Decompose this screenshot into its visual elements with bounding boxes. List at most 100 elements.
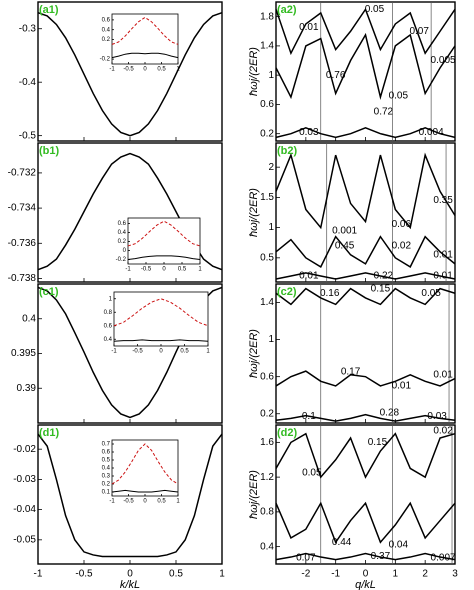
y-tick-label: -0.2 bbox=[116, 257, 127, 263]
panel-label: (b2) bbox=[277, 145, 298, 157]
y-tick-label: 1.2 bbox=[260, 472, 274, 483]
y-tick-label: 0.2 bbox=[260, 128, 274, 139]
x-tick-label: 0.5 bbox=[178, 267, 187, 273]
annotation: 0.01 bbox=[433, 271, 453, 282]
y-tick-label: 1 bbox=[109, 296, 113, 302]
annotation: 0.07 bbox=[296, 553, 316, 564]
annotation: 0.05 bbox=[365, 4, 385, 15]
x-tick-label: -1 bbox=[111, 349, 117, 355]
y-tick-label: -0.4 bbox=[19, 77, 37, 88]
y-tick-label: 0.4 bbox=[102, 466, 111, 472]
y-tick-label: -0.03 bbox=[13, 474, 36, 485]
x-tick-label: -0.5 bbox=[75, 569, 93, 580]
annotation: 0.07 bbox=[409, 26, 429, 37]
x-tick-label: 1 bbox=[393, 569, 399, 580]
panel-label: (a1) bbox=[39, 4, 59, 16]
y-tick-label: 0.2 bbox=[260, 408, 274, 419]
panel-label: (c2) bbox=[277, 286, 297, 298]
y-tick-label: 0.7 bbox=[102, 442, 111, 448]
annotation: 0.01 bbox=[299, 271, 319, 282]
y-tick-label: 0.4 bbox=[22, 313, 36, 324]
x-tick-label: -1 bbox=[109, 67, 115, 73]
annotation: 0.04 bbox=[389, 540, 409, 551]
x-tick-label: 0.5 bbox=[157, 67, 166, 73]
y-tick-label: 0.4 bbox=[104, 337, 113, 343]
curve bbox=[275, 272, 456, 280]
curve bbox=[275, 287, 456, 306]
y-tick-label: 0.2 bbox=[102, 37, 111, 43]
y-tick-label: 1 bbox=[268, 222, 274, 233]
y-tick-label: 0.6 bbox=[104, 323, 113, 329]
annotation: 0.05 bbox=[302, 467, 322, 478]
curve bbox=[275, 7, 456, 56]
y-tick-label: 0.5 bbox=[102, 458, 111, 464]
x-tick-label: 0 bbox=[363, 569, 369, 580]
annotation: 0.01 bbox=[392, 381, 412, 392]
y-tick-label: 0.6 bbox=[260, 99, 274, 110]
curve bbox=[275, 32, 456, 101]
annotation: 0.44 bbox=[332, 537, 352, 548]
curve bbox=[275, 152, 456, 230]
y-tick-label: -0.3 bbox=[19, 23, 37, 34]
annotation: 0.004 bbox=[419, 127, 444, 138]
curve bbox=[113, 298, 209, 327]
y-tick-label: 0.6 bbox=[102, 17, 111, 23]
x-tick-label: 0.5 bbox=[157, 499, 166, 505]
annotation: 0.05 bbox=[389, 90, 409, 101]
annotation: 0.06 bbox=[392, 219, 412, 230]
curve bbox=[37, 433, 223, 558]
x-tick-label: -0.5 bbox=[123, 499, 134, 505]
annotation: 0.15 bbox=[368, 437, 388, 448]
frame bbox=[275, 424, 456, 565]
y-tick-label: 2 bbox=[268, 162, 274, 173]
x-tick-label: 1 bbox=[206, 349, 210, 355]
annotation: 0.02 bbox=[433, 426, 453, 437]
y-tick-label: -0.732 bbox=[8, 168, 37, 179]
x-tick-label: -2 bbox=[301, 569, 310, 580]
x-tick-label: 0 bbox=[159, 349, 163, 355]
y-tick-label: 0 bbox=[123, 248, 127, 254]
y-tick-label: 0.6 bbox=[102, 450, 111, 456]
annotation: 0.45 bbox=[335, 240, 355, 251]
x-tick-label: 2 bbox=[422, 569, 428, 580]
annotation: 0.37 bbox=[371, 551, 391, 562]
y-tick-label: 0.39 bbox=[17, 383, 37, 394]
annotation: 0.28 bbox=[380, 407, 400, 418]
y-tick-label: -0.736 bbox=[8, 238, 37, 249]
annotation: 0.001 bbox=[332, 225, 357, 236]
y-tick-label: 0.2 bbox=[102, 482, 111, 488]
y-tick-label: 1 bbox=[268, 70, 274, 81]
curve bbox=[111, 489, 179, 493]
y-tick-label: -0.734 bbox=[8, 203, 37, 214]
annotation: 0.01 bbox=[299, 22, 319, 33]
x-tick-label: 0.5 bbox=[169, 569, 183, 580]
y-tick-label: 0.6 bbox=[260, 371, 274, 382]
annotation: 0.005 bbox=[431, 55, 456, 66]
annotation: 0.1 bbox=[302, 411, 316, 422]
y-tick-label: 0.4 bbox=[260, 541, 274, 552]
y-tick-label: -0.02 bbox=[13, 444, 36, 455]
y-tick-label: 1.4 bbox=[260, 297, 274, 308]
y-tick-label: -0.04 bbox=[13, 504, 36, 515]
frame bbox=[275, 283, 456, 424]
annotation: 0.17 bbox=[341, 367, 361, 378]
y-tick-label: 0.5 bbox=[260, 252, 274, 263]
y-tick-label: 0.8 bbox=[104, 310, 113, 316]
x-tick-label: 1 bbox=[198, 267, 202, 273]
annotation: 0.01 bbox=[433, 249, 453, 260]
panel-label: (c1) bbox=[39, 286, 59, 298]
annotation: 0.02 bbox=[392, 240, 412, 251]
y-tick-label: 0.4 bbox=[118, 230, 127, 236]
x-tick-label: -1 bbox=[34, 569, 43, 580]
curve bbox=[37, 11, 223, 137]
curve bbox=[113, 339, 209, 342]
x-tick-label: -1 bbox=[125, 267, 131, 273]
curve bbox=[275, 235, 456, 268]
y-tick-label: 0.1 bbox=[102, 490, 111, 496]
x-axis-label: k/kL bbox=[120, 579, 140, 590]
y-tick-label: 1.8 bbox=[260, 11, 274, 22]
curve bbox=[111, 16, 179, 45]
y-tick-label: 0.3 bbox=[102, 474, 111, 480]
y-axis-label: ħωj/(2ER) bbox=[248, 188, 260, 237]
